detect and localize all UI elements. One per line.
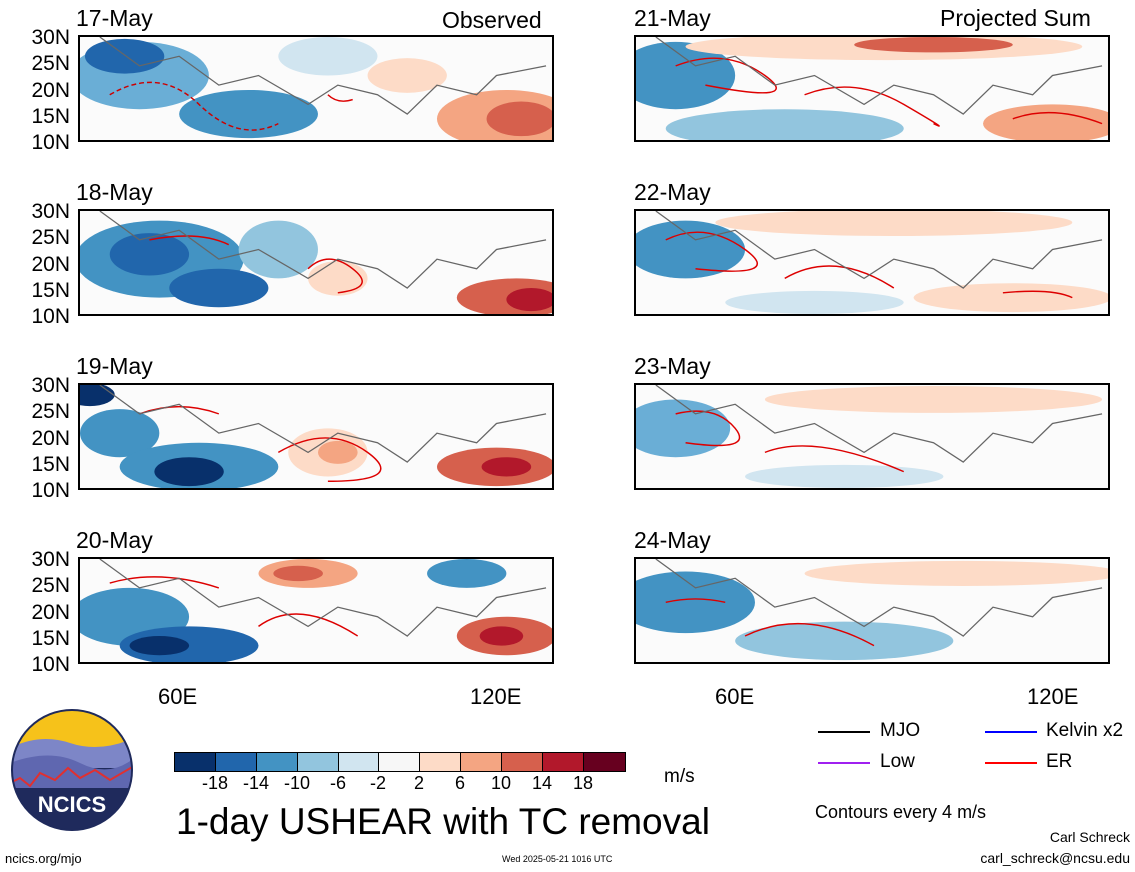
footer-email: carl_schreck@ncsu.edu <box>980 850 1130 866</box>
colorbar-label: -18 <box>201 773 228 793</box>
ncics-logo: NCICS <box>10 708 134 832</box>
logo-text: NCICS <box>38 792 106 817</box>
lat-tick-label: 15N <box>31 453 70 476</box>
lat-tick-label: 10N <box>31 305 70 328</box>
lat-tick-label: 10N <box>31 479 70 502</box>
colorbar-label: -6 <box>329 773 346 793</box>
lon-tick-label: 60E <box>158 684 198 709</box>
colorbar-swatch <box>215 753 257 771</box>
colorbar-label: 18 <box>572 773 594 793</box>
legend-line-kelvin <box>985 731 1037 733</box>
panel-date-label: 23-May <box>634 353 711 379</box>
lon-tick-label: 120E <box>1027 684 1079 709</box>
contour-note: Contours every 4 m/s <box>815 802 987 822</box>
lat-tick-label: 10N <box>31 653 70 676</box>
colorbar <box>174 752 626 772</box>
colorbar-swatch <box>543 753 584 771</box>
lat-tick-label: 10N <box>31 131 70 154</box>
colorbar-label: 14 <box>531 773 553 793</box>
lon-tick-label: 120E <box>470 684 522 709</box>
lat-tick-label: 20N <box>31 601 70 624</box>
map-panel-projected-2 <box>634 209 1110 316</box>
panel-date-label: 22-May <box>634 179 711 205</box>
lon-tick-label: 60E <box>715 684 755 709</box>
colorbar-label: 6 <box>454 773 465 793</box>
colorbar-swatch <box>420 753 462 771</box>
legend-line-low <box>818 762 870 764</box>
map-panel-observed-3 <box>78 383 554 490</box>
map-panel-observed-4 <box>78 557 554 664</box>
panel-date-label: 24-May <box>634 527 711 553</box>
panel-date-label: 20-May <box>76 527 153 553</box>
footer-url: ncics.org/mjo <box>5 851 82 866</box>
colorbar-label: -10 <box>283 773 310 793</box>
map-panel-projected-3 <box>634 383 1110 490</box>
colorbar-swatch <box>379 753 421 771</box>
colorbar-unit: m/s <box>664 766 695 787</box>
map-panel-projected-1 <box>634 35 1110 142</box>
lat-tick-label: 15N <box>31 105 70 128</box>
legend-label-low: Low <box>880 751 915 772</box>
colorbar-label: -14 <box>242 773 269 793</box>
lat-tick-label: 15N <box>31 279 70 302</box>
colorbar-swatch <box>256 753 298 771</box>
legend-line-er <box>985 762 1037 764</box>
lat-tick-label: 30N <box>31 26 70 49</box>
footer-author: Carl Schreck <box>1049 829 1130 845</box>
colorbar-label: -2 <box>369 773 386 793</box>
lat-tick-label: 25N <box>31 226 70 249</box>
colorbar-swatch <box>583 753 625 771</box>
lat-tick-label: 20N <box>31 79 70 102</box>
observed-header: Observed <box>442 7 542 33</box>
colorbar-swatch <box>502 753 544 771</box>
colorbar-label: 10 <box>490 773 512 793</box>
colorbar-swatch <box>297 753 339 771</box>
map-panel-observed-1 <box>78 35 554 142</box>
panel-date-label: 19-May <box>76 353 153 379</box>
panel-date-label: 18-May <box>76 179 153 205</box>
lat-tick-label: 20N <box>31 253 70 276</box>
map-panel-projected-4 <box>634 557 1110 664</box>
figure-title: 1-day USHEAR with TC removal <box>176 801 710 842</box>
colorbar-swatch <box>461 753 503 771</box>
legend-line-mjo <box>818 731 870 733</box>
colorbar-swatch <box>338 753 380 771</box>
panel-date-label: 17-May <box>76 5 153 31</box>
lat-tick-label: 15N <box>31 627 70 650</box>
colorbar-swatch <box>175 753 216 771</box>
legend-label-er: ER <box>1046 751 1073 772</box>
colorbar-label: 2 <box>413 773 424 793</box>
projected-sum-header: Projected Sum <box>940 5 1091 31</box>
lat-tick-label: 25N <box>31 400 70 423</box>
map-panel-observed-2 <box>78 209 554 316</box>
lat-tick-label: 30N <box>31 200 70 223</box>
footer-timestamp: Wed 2025-05-21 1016 UTC <box>502 854 613 864</box>
lat-tick-label: 25N <box>31 52 70 75</box>
lat-tick-label: 25N <box>31 574 70 597</box>
legend-label-mjo: MJO <box>880 720 921 741</box>
panel-date-label: 21-May <box>634 5 711 31</box>
legend-label-kelvin: Kelvin x2 <box>1046 720 1124 741</box>
lat-tick-label: 30N <box>31 548 70 571</box>
lat-tick-label: 20N <box>31 427 70 450</box>
lat-tick-label: 30N <box>31 374 70 397</box>
